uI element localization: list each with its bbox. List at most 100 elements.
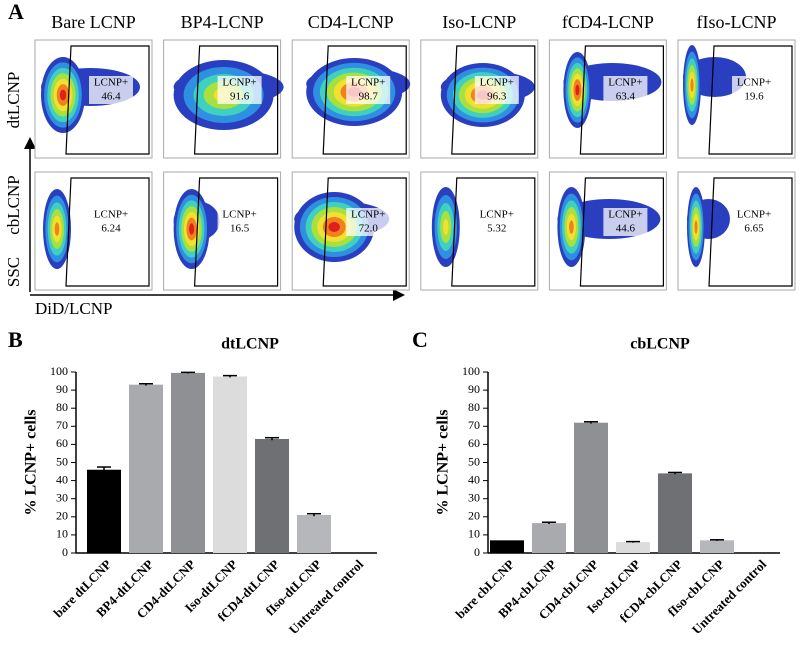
error-bar: [626, 540, 640, 543]
density: [575, 84, 580, 96]
error-bar: [97, 466, 111, 473]
gate-value: 72.0: [359, 223, 379, 235]
panel-letter: A: [8, 0, 24, 24]
gate: [708, 177, 793, 287]
panel-letter: C: [412, 327, 428, 352]
x-axis-label: DiD/LCNP: [35, 299, 112, 318]
gate-value: 63.4: [616, 91, 636, 103]
gate-label: LCNP+: [480, 209, 514, 221]
bar: [255, 438, 289, 553]
bar: [297, 514, 331, 553]
flow-plot: LCNP+ 72.0: [291, 171, 410, 291]
y-tick-label: 90: [468, 382, 480, 396]
y-tick-label: 90: [56, 382, 68, 396]
y-axis-label: % LCNP+ cells: [23, 410, 40, 516]
gate-label: LCNP+: [222, 209, 256, 221]
flow-plot: LCNP+ 44.6: [548, 171, 667, 291]
error-bar: [307, 512, 321, 517]
y-tick-label: 20: [56, 509, 68, 523]
y-tick-label: 50: [56, 454, 68, 468]
y-tick-label: 10: [56, 527, 68, 541]
y-axis-label: SSC: [4, 257, 23, 287]
gate-label: LCNP+: [737, 77, 771, 89]
gate-label: LCNP+: [480, 77, 514, 89]
error-bar: [181, 371, 195, 374]
gate-label-bg: [474, 208, 519, 236]
gate-label-bg: [89, 208, 133, 236]
row-label: cbLCNP: [4, 175, 23, 235]
gate-label-bg: [603, 76, 648, 104]
flow-plot: LCNP+ 16.5: [163, 171, 282, 291]
column-title: fIso-LCNP: [697, 12, 777, 32]
gate-value: 5.32: [487, 223, 506, 235]
density: [189, 223, 195, 235]
gate: [451, 45, 536, 155]
error-bar: [710, 539, 724, 541]
flow-plot: LCNP+ 6.65: [677, 171, 796, 291]
y-tick-label: 50: [468, 454, 480, 468]
density: [690, 78, 694, 92]
flow-plot: LCNP+ 5.32: [420, 171, 539, 291]
gate: [322, 177, 407, 287]
gate-label: LCNP+: [737, 209, 771, 221]
bar: [171, 372, 205, 553]
gate-label-bg: [89, 76, 133, 104]
bar: [129, 384, 163, 553]
row-label: dtLCNP: [4, 72, 23, 129]
bar: [532, 523, 566, 553]
flow-plot: LCNP+ 98.7: [291, 39, 411, 159]
bar: [87, 469, 121, 553]
y-tick-label: 80: [56, 400, 68, 414]
bar: [490, 540, 524, 553]
chart-title: cbLCNP: [630, 336, 690, 353]
y-tick-label: 40: [56, 472, 68, 486]
error-bar: [542, 521, 556, 525]
column-title: fCD4-LCNP: [562, 12, 654, 32]
x-tick-label: Untreated control: [689, 556, 770, 637]
gate-label: LCNP+: [94, 209, 128, 221]
gate: [193, 45, 279, 155]
x-tick-label: Untreated control: [286, 556, 367, 637]
gate: [65, 45, 150, 155]
y-tick-label: 80: [468, 400, 480, 414]
flow-plot: LCNP+ 96.3: [420, 39, 539, 159]
gate-label-bg: [732, 208, 776, 236]
gate-value: 6.65: [744, 223, 764, 235]
y-tick-label: 60: [56, 436, 68, 450]
y-tick-label: 30: [56, 490, 68, 504]
column-title: BP4-LCNP: [181, 12, 264, 32]
gate-value: 98.7: [359, 91, 379, 103]
flow-plot: LCNP+ 63.4: [548, 39, 667, 159]
gate-label: LCNP+: [608, 77, 642, 89]
gate: [322, 45, 407, 155]
error-bar: [139, 383, 153, 386]
gate-label-bg: [732, 76, 776, 104]
density: [54, 222, 60, 236]
bar: [658, 473, 692, 553]
gate-label: LCNP+: [351, 209, 385, 221]
gate: [708, 45, 793, 155]
error-bar: [265, 436, 279, 441]
gate-value: 96.3: [487, 91, 507, 103]
y-tick-label: 100: [462, 364, 480, 378]
panel-letter: B: [8, 327, 23, 352]
gate-label: LCNP+: [94, 77, 128, 89]
gate: [579, 177, 664, 287]
gate-value: 46.4: [101, 91, 121, 103]
gate-label-bg: [474, 76, 519, 104]
bar: [616, 542, 650, 553]
bar: [213, 376, 247, 553]
column-title: CD4-LCNP: [308, 12, 394, 32]
column-title: Iso-LCNP: [442, 12, 516, 32]
y-tick-label: 0: [474, 545, 480, 559]
y-axis-label: % LCNP+ cells: [435, 410, 452, 516]
density: [569, 220, 574, 234]
gate: [65, 177, 150, 287]
bar: [700, 540, 734, 553]
error-bar: [223, 374, 237, 378]
flow-plot: LCNP+ 91.6: [163, 39, 284, 159]
gate-value: 6.24: [101, 223, 121, 235]
column-title: Bare LCNP: [51, 12, 136, 32]
gate-label: LCNP+: [608, 209, 642, 221]
